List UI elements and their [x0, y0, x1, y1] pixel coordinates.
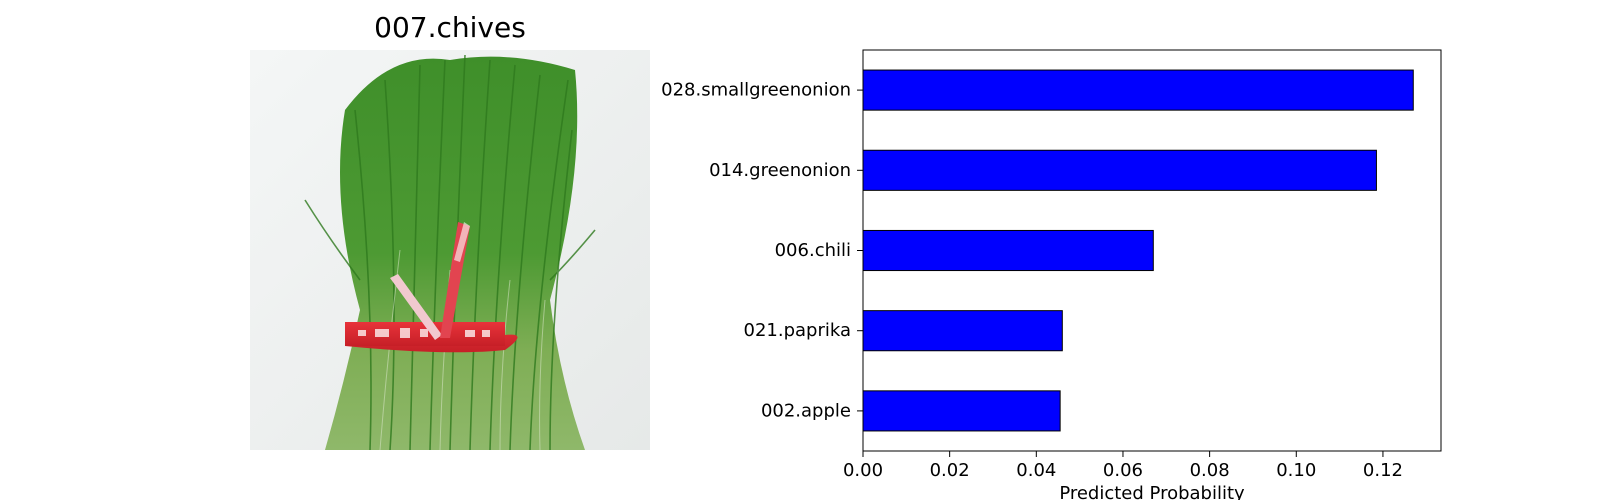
- y-tick-label: 021.paprika: [744, 320, 852, 341]
- x-tick-label: 0.06: [1103, 460, 1143, 481]
- x-tick-label: 0.04: [1016, 460, 1056, 481]
- x-tick-label: 0.08: [1190, 460, 1230, 481]
- x-tick-label: 0.00: [843, 460, 883, 481]
- x-tick-label: 0.12: [1363, 460, 1403, 481]
- y-tick-label: 028.smallgreenonion: [661, 80, 851, 101]
- y-tick-label: 002.apple: [761, 400, 851, 421]
- x-tick-label: 0.10: [1276, 460, 1316, 481]
- bar: [862, 69, 1414, 111]
- plot-frame: [862, 49, 1442, 452]
- y-tick-label: 006.chili: [775, 240, 851, 261]
- chives-photo: [250, 50, 650, 450]
- bar: [862, 310, 1063, 352]
- y-tick-label: 014.greenonion: [709, 160, 851, 181]
- image-title: 007.chives: [374, 11, 526, 44]
- bar: [862, 149, 1377, 191]
- bar: [862, 229, 1154, 272]
- x-axis-label: Predicted Probability: [1059, 483, 1245, 500]
- bar: [862, 390, 1061, 432]
- x-tick-label: 0.02: [930, 460, 970, 481]
